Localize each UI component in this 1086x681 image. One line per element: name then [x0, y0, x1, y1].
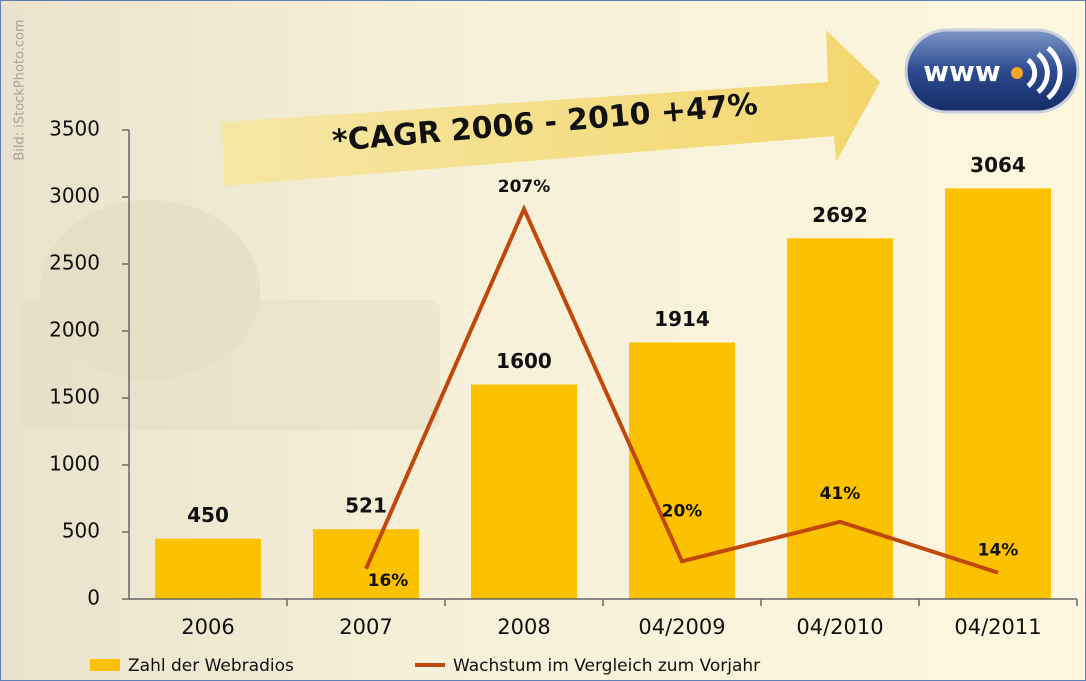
x-tick-label: 2007	[339, 615, 392, 639]
bar-value-label: 450	[187, 503, 229, 527]
x-tick-label: 04/2010	[796, 615, 883, 639]
bar	[471, 385, 577, 599]
y-tick-label: 0	[87, 586, 100, 610]
bar	[787, 238, 893, 599]
bar-value-label: 521	[345, 494, 387, 518]
y-tick-label: 1000	[49, 452, 100, 476]
legend-label: Zahl der Webradios	[128, 656, 294, 676]
logo-dot	[1011, 67, 1023, 79]
bar-value-label: 2692	[812, 203, 868, 227]
bar-value-label: 1600	[496, 349, 552, 373]
logo-text: www	[923, 55, 1001, 88]
bar	[945, 188, 1051, 599]
x-tick-label: 04/2009	[638, 615, 725, 639]
y-tick-label: 500	[62, 519, 100, 543]
y-tick-label: 1500	[49, 385, 100, 409]
bar-value-label: 1914	[654, 307, 710, 331]
line-value-label: 16%	[368, 571, 409, 591]
chart: Bild: iStockPhoto.com *CAGR 2006 - 2010 …	[0, 0, 1086, 681]
credit: Bild: iStockPhoto.com	[13, 19, 28, 160]
line-value-label: 41%	[820, 484, 861, 504]
y-tick-label: 3500	[49, 117, 100, 141]
y-tick-label: 2500	[49, 251, 100, 275]
y-tick-label: 2000	[49, 318, 100, 342]
bar	[155, 539, 261, 599]
legend-label: Wachstum im Vergleich zum Vorjahr	[453, 656, 760, 676]
line-value-label: 20%	[662, 501, 703, 521]
y-tick-label: 3000	[49, 184, 100, 208]
legend-swatch	[90, 659, 120, 671]
x-tick-label: 2006	[181, 615, 234, 639]
x-tick-label: 04/2011	[954, 615, 1041, 639]
x-tick-label: 2008	[497, 615, 550, 639]
page: Bild: iStockPhoto.com *CAGR 2006 - 2010 …	[0, 0, 1086, 681]
line-value-label: 14%	[978, 541, 1019, 561]
line-value-label: 207%	[498, 177, 551, 197]
bar-value-label: 3064	[970, 153, 1026, 177]
